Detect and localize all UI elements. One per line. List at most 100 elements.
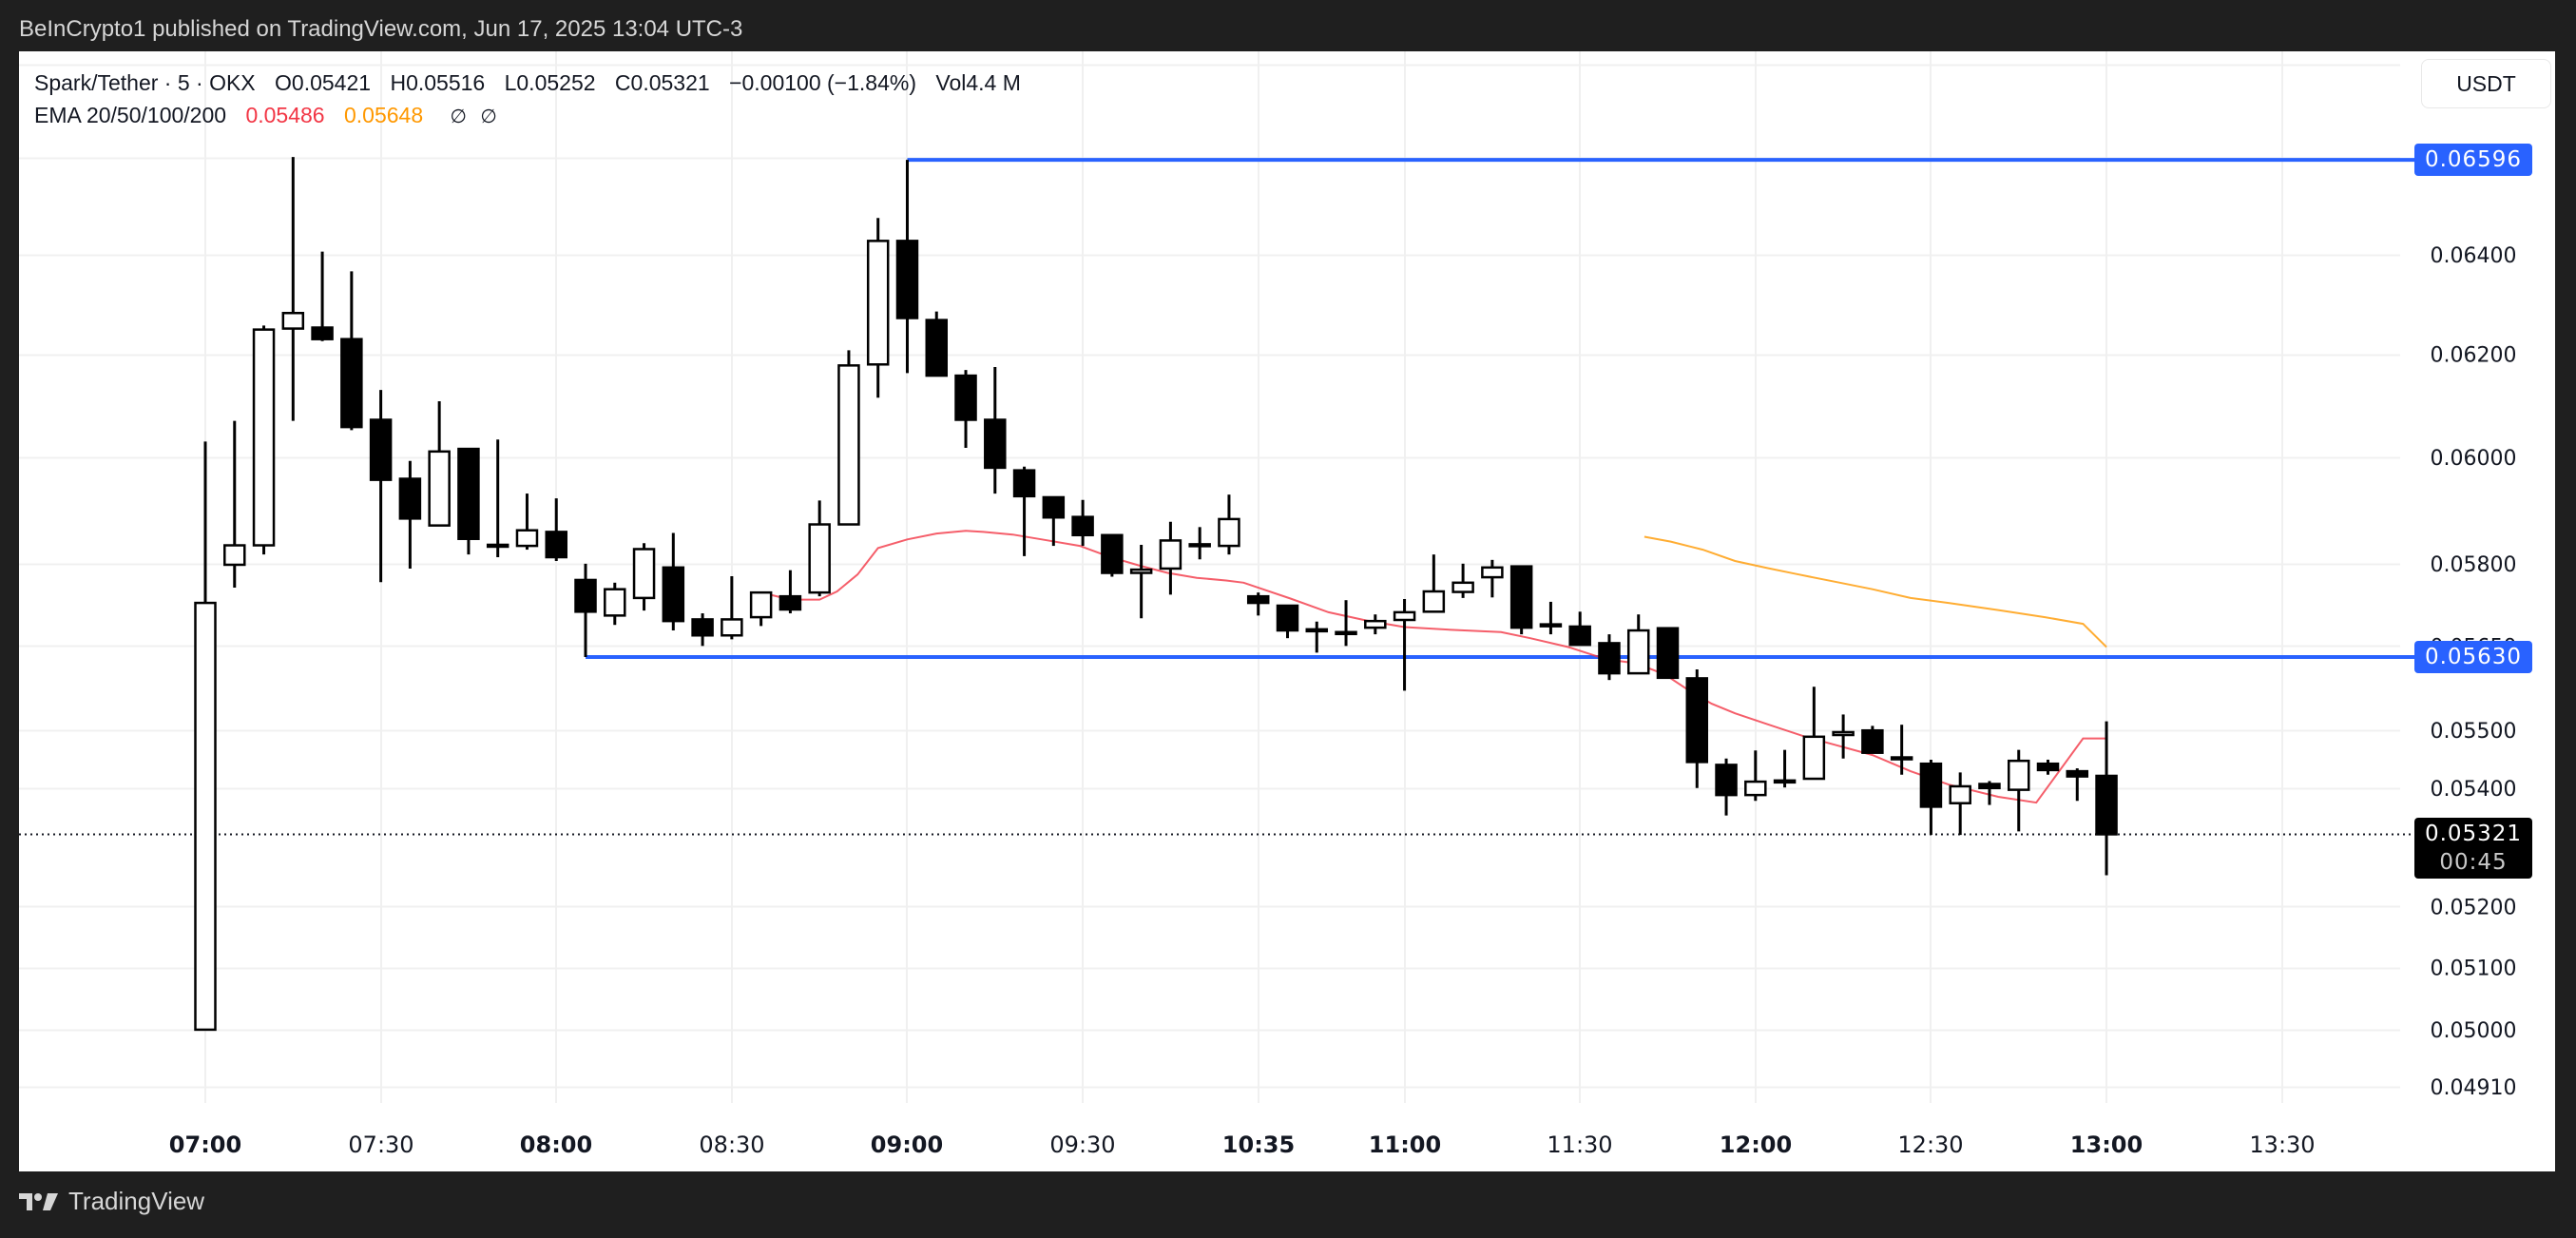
bear-candle[interactable] xyxy=(369,418,393,481)
bear-candle[interactable] xyxy=(311,326,334,340)
bull-candle[interactable] xyxy=(1481,566,1504,579)
bear-candle[interactable] xyxy=(1509,565,1533,629)
ohlc-close: C0.05321 xyxy=(614,70,710,95)
bull-candle[interactable] xyxy=(515,529,539,548)
bull-candle[interactable] xyxy=(1626,629,1650,675)
bear-candle[interactable] xyxy=(662,566,685,623)
bear-candle[interactable] xyxy=(1246,594,1270,605)
bear-candle[interactable] xyxy=(1919,762,1943,808)
bear-candle[interactable] xyxy=(1890,756,1913,761)
bear-candle[interactable] xyxy=(691,618,714,637)
price-change: −0.00100 (−1.84%) xyxy=(729,70,916,95)
price-axis-label: 0.05200 xyxy=(2431,896,2517,919)
bull-candle[interactable] xyxy=(1773,779,1797,784)
currency-button[interactable]: USDT xyxy=(2421,59,2551,108)
ohlc-high: H0.05516 xyxy=(390,70,486,95)
bull-candle[interactable] xyxy=(1364,619,1387,629)
published-info: BeInCrypto1 published on TradingView.com… xyxy=(19,16,743,42)
bull-candle[interactable] xyxy=(2007,759,2030,791)
bear-candle[interactable] xyxy=(1335,630,1357,636)
bull-candle[interactable] xyxy=(1744,780,1767,797)
bull-candle[interactable] xyxy=(1832,730,1855,737)
chart-legend: Spark/Tether · 5 · OKX O0.05421 H0.05516… xyxy=(34,67,1021,133)
bear-candle[interactable] xyxy=(1276,604,1299,632)
price-axis-label: 0.05500 xyxy=(2431,720,2517,744)
bear-candle[interactable] xyxy=(2036,762,2060,772)
time-axis-label: 07:30 xyxy=(348,1132,413,1158)
bull-candle[interactable] xyxy=(1422,590,1446,613)
price-axis-label: 0.04910 xyxy=(2431,1076,2517,1100)
time-axis-label: 12:00 xyxy=(1720,1132,1792,1158)
bull-candle[interactable] xyxy=(604,588,626,617)
bear-candle[interactable] xyxy=(2066,769,2089,778)
bear-candle[interactable] xyxy=(779,594,802,611)
bear-candle[interactable] xyxy=(340,338,363,429)
ohlc-low: L0.05252 xyxy=(504,70,596,95)
bull-candle[interactable] xyxy=(1393,610,1416,622)
bull-candle[interactable] xyxy=(1159,539,1182,571)
bear-candle[interactable] xyxy=(895,240,919,319)
bear-candle[interactable] xyxy=(984,418,1007,470)
price-axis-label: 0.05000 xyxy=(2431,1019,2517,1043)
bear-candle[interactable] xyxy=(925,319,948,377)
bear-candle[interactable] xyxy=(457,447,480,540)
bear-candle[interactable] xyxy=(1861,728,1884,754)
price-axis-label: 0.06000 xyxy=(2431,447,2517,471)
time-axis-label: 09:00 xyxy=(871,1132,943,1158)
volume-value: Vol4.4 M xyxy=(935,70,1021,95)
bear-candle[interactable] xyxy=(1978,783,2001,790)
bear-candle[interactable] xyxy=(1568,625,1591,647)
footer-brand[interactable]: TradingView xyxy=(19,1187,204,1216)
price-axis-label: 0.06400 xyxy=(2431,244,2517,268)
bear-candle[interactable] xyxy=(1012,469,1036,498)
bull-candle[interactable] xyxy=(1188,543,1211,548)
bull-candle[interactable] xyxy=(837,364,860,526)
time-axis-label: 10:35 xyxy=(1222,1132,1295,1158)
bull-candle[interactable] xyxy=(486,543,509,549)
bull-candle[interactable] xyxy=(632,548,656,600)
ema100-value: ∅ xyxy=(450,106,467,127)
bear-candle[interactable] xyxy=(1042,495,1066,519)
bull-candle[interactable] xyxy=(428,450,451,527)
bear-candle[interactable] xyxy=(1656,627,1680,680)
ema50-value: 0.05648 xyxy=(343,103,424,127)
time-axis-label: 08:00 xyxy=(520,1132,592,1158)
bear-candle[interactable] xyxy=(2095,774,2118,836)
ema-indicator-label[interactable]: EMA 20/50/100/200 xyxy=(34,103,227,127)
bear-candle[interactable] xyxy=(574,578,597,613)
bear-candle[interactable] xyxy=(954,374,977,421)
ema20-value: 0.05486 xyxy=(245,103,325,127)
time-axis-label: 11:00 xyxy=(1369,1132,1441,1158)
bear-candle[interactable] xyxy=(1598,642,1621,675)
time-axis-label: 12:30 xyxy=(1897,1132,1963,1158)
bull-candle[interactable] xyxy=(1802,735,1826,781)
bull-candle[interactable] xyxy=(808,523,831,594)
bear-candle[interactable] xyxy=(1715,764,1738,797)
bull-candle[interactable] xyxy=(721,618,743,637)
last-price-tag: 0.05321 00:45 xyxy=(2414,818,2532,880)
support-level-tag: 0.05630 xyxy=(2414,641,2532,674)
bull-candle[interactable] xyxy=(252,328,276,547)
bull-candle[interactable] xyxy=(1949,784,1971,804)
ema-legend-row: EMA 20/50/100/200 0.05486 0.05648 ∅ ∅ xyxy=(34,99,1021,133)
bull-candle[interactable] xyxy=(223,544,246,567)
bull-candle[interactable] xyxy=(1129,568,1153,574)
bear-candle[interactable] xyxy=(398,477,422,520)
bear-candle[interactable] xyxy=(545,531,567,559)
tradingview-brand-text: TradingView xyxy=(68,1187,205,1215)
bear-candle[interactable] xyxy=(1685,677,1709,764)
bear-candle[interactable] xyxy=(1305,628,1329,633)
price-axis-label: 0.05800 xyxy=(2431,553,2517,577)
time-axis-label: 09:30 xyxy=(1049,1132,1115,1158)
bear-candle[interactable] xyxy=(1539,623,1563,628)
symbol-label[interactable]: Spark/Tether · 5 · OKX xyxy=(34,70,256,95)
bear-candle[interactable] xyxy=(1071,515,1094,537)
bull-candle[interactable] xyxy=(281,311,305,330)
bull-candle[interactable] xyxy=(1218,517,1240,548)
bear-candle[interactable] xyxy=(1101,533,1124,574)
bull-candle[interactable] xyxy=(194,601,217,1032)
bull-candle[interactable] xyxy=(866,240,890,366)
bull-candle[interactable] xyxy=(1451,581,1474,593)
bull-candle[interactable] xyxy=(749,590,773,619)
